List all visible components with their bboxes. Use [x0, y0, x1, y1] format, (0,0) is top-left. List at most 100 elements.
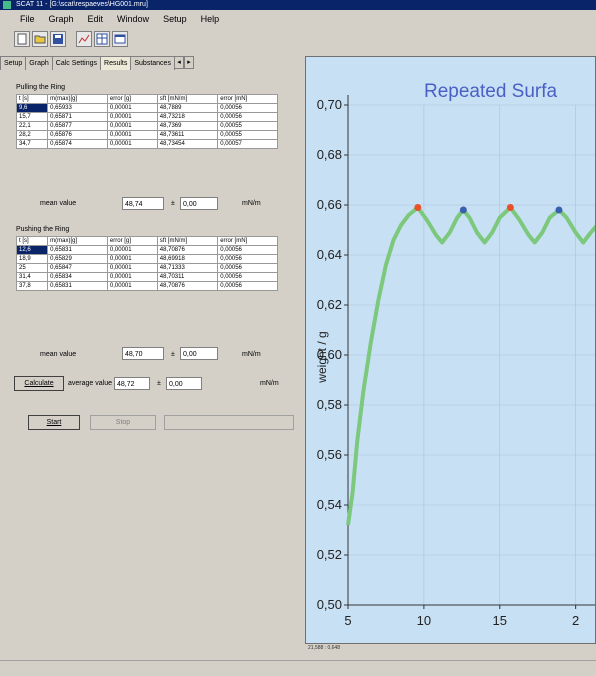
- graph-icon[interactable]: [76, 31, 92, 47]
- x-tick-label: 15: [493, 613, 507, 628]
- pulling-title: Pulling the Ring: [16, 84, 66, 91]
- pushing-error-input[interactable]: 0,00: [180, 347, 218, 360]
- pushing-mean-input[interactable]: 48,70: [122, 347, 164, 360]
- y-axis-label: weight / g: [315, 331, 329, 383]
- table-row[interactable]: 31,4 0,65834 0,00001 48,70311 0,00056: [15, 272, 278, 282]
- pulling-header-cell[interactable]: sft [mN/m]: [156, 94, 219, 104]
- new-file-icon[interactable]: [14, 31, 30, 47]
- table-cell: 0,65874: [47, 139, 108, 149]
- table-cell: 48,7889: [156, 103, 219, 113]
- window-title: SCAT 11 - [G:\scat\respaeves\HG001.mru]: [16, 1, 148, 8]
- table-cell: 48,73454: [156, 139, 219, 149]
- chart-title: Repeated Surfa: [424, 81, 558, 102]
- min-marker: [555, 206, 563, 214]
- menu-file[interactable]: File: [20, 14, 35, 24]
- title-bar: SCAT 11 - [G:\scat\respaeves\HG001.mru]: [0, 0, 596, 10]
- pulling-header-cell[interactable]: error [g]: [106, 94, 158, 104]
- tab-substances[interactable]: Substances: [130, 56, 175, 70]
- table-icon[interactable]: [94, 31, 110, 47]
- table-cell: 48,73611: [156, 130, 219, 140]
- start-button[interactable]: Start: [28, 415, 80, 430]
- table-cell: 15,7: [15, 112, 49, 122]
- pushing-pm: ±: [171, 351, 175, 358]
- weight-chart[interactable]: 0,50 0,52 0,54 0,56 0,58 0,60 0,62 0,64 0,66 0,68…: [306, 57, 596, 644]
- table-row[interactable]: 25 0,65847 0,00001 48,71333 0,00056: [15, 263, 278, 273]
- tab-setup[interactable]: Setup: [0, 56, 27, 70]
- tab-results[interactable]: Results: [100, 56, 132, 70]
- table-row[interactable]: 22,1 0,65877 0,00001 48,7369 0,00055: [15, 121, 278, 131]
- average-error-input[interactable]: 0,00: [166, 377, 202, 390]
- table-cell: 9,6: [15, 103, 49, 113]
- pushing-header-cell[interactable]: error [g]: [106, 236, 158, 246]
- table-cell: 0,65831: [47, 281, 108, 291]
- y-tick-label: 0,60: [317, 347, 342, 362]
- table-cell: 0,00001: [106, 263, 158, 273]
- tab-scroll-left-icon[interactable]: ◂: [173, 56, 184, 69]
- table-cell: 0,65871: [47, 112, 108, 122]
- pulling-mean-input[interactable]: 48,74: [122, 197, 164, 210]
- table-cell: 0,00056: [217, 254, 278, 264]
- pushing-header-cell[interactable]: m(max)[g]: [47, 236, 108, 246]
- table-cell: 0,00056: [217, 245, 278, 255]
- table-cell: 0,00056: [217, 263, 278, 273]
- tab-scroll-right-icon[interactable]: ▸: [183, 56, 194, 69]
- menu-graph[interactable]: Graph: [48, 14, 74, 24]
- tab-graph[interactable]: Graph: [25, 56, 53, 70]
- table-cell: 22,1: [15, 121, 49, 131]
- table-row[interactable]: 15,7 0,65871 0,00001 48,73218 0,00056: [15, 112, 278, 122]
- pulling-error-input[interactable]: 0,00: [180, 197, 218, 210]
- table-row[interactable]: 34,7 0,65874 0,00001 48,73454 0,00057: [15, 139, 278, 149]
- table-cell: 0,00001: [106, 139, 158, 149]
- menu-edit[interactable]: Edit: [87, 14, 104, 24]
- table-row[interactable]: 12,6 0,65831 0,00001 48,70876 0,00056: [15, 245, 278, 255]
- menu-help[interactable]: Help: [200, 14, 220, 24]
- pushing-mean-label: mean value: [40, 351, 77, 358]
- table-cell: 48,7369: [156, 121, 219, 131]
- table-cell: 0,00001: [106, 245, 158, 255]
- data-series-line: [346, 205, 595, 526]
- y-tick-label: 0,70: [317, 97, 342, 112]
- pushing-header-cell[interactable]: sft [mN/m]: [156, 236, 219, 246]
- table-cell: 0,00056: [217, 112, 278, 122]
- min-marker: [459, 206, 467, 214]
- calculate-button[interactable]: Calculate: [14, 376, 64, 391]
- table-cell: 0,00001: [106, 281, 158, 291]
- table-row[interactable]: 37,8 0,65831 0,00001 48,70876 0,00056: [15, 281, 278, 291]
- tab-calc-settings[interactable]: Calc Settings: [51, 56, 102, 70]
- chart-panel[interactable]: 0,50 0,52 0,54 0,56 0,58 0,60 0,62 0,64 0,66 0,68…: [305, 56, 596, 644]
- y-tick-label: 0,52: [317, 547, 342, 562]
- pushing-header-cell[interactable]: t [s]: [15, 236, 49, 246]
- stop-button[interactable]: Stop: [90, 415, 156, 430]
- table-cell: 37,8: [15, 281, 49, 291]
- chart-background: [306, 57, 595, 643]
- table-cell: 0,65877: [47, 121, 108, 131]
- pushing-header-cell[interactable]: error [mN]: [217, 236, 278, 246]
- table-cell: 34,7: [15, 139, 49, 149]
- pulling-header-cell[interactable]: t [s]: [15, 94, 49, 104]
- status-bar: [0, 660, 596, 676]
- window-icon[interactable]: [112, 31, 128, 47]
- average-label: average value: [68, 380, 112, 387]
- menu-setup[interactable]: Setup: [163, 14, 187, 24]
- y-tick-label: 0,68: [317, 147, 342, 162]
- table-row[interactable]: 28,2 0,65876 0,00001 48,73611 0,00055: [15, 130, 278, 140]
- table-row[interactable]: 9,6 0,65933 0,00001 48,7889 0,00056: [15, 103, 278, 113]
- pulling-header-cell[interactable]: error [mN]: [217, 94, 278, 104]
- table-cell: 0,00057: [217, 139, 278, 149]
- coordinate-readout: 21,588 : 0,648: [308, 645, 340, 651]
- table-cell: 31,4: [15, 272, 49, 282]
- y-tick-label: 0,66: [317, 197, 342, 212]
- table-cell: 25: [15, 263, 49, 273]
- y-tick-label: 0,62: [317, 297, 342, 312]
- pushing-table: t [s] m(max)[g] error [g] sft [mN/m] error […: [15, 236, 278, 291]
- x-tick-label: 2: [572, 613, 579, 628]
- menu-window[interactable]: Window: [117, 14, 150, 24]
- average-input[interactable]: 48,72: [114, 377, 150, 390]
- y-tick-label: 0,58: [317, 397, 342, 412]
- pushing-unit: mN/m: [242, 351, 261, 358]
- table-row[interactable]: 18,9 0,65829 0,00001 48,69918 0,00056: [15, 254, 278, 264]
- save-icon[interactable]: [50, 31, 66, 47]
- open-file-icon[interactable]: [32, 31, 48, 47]
- pulling-header-cell[interactable]: m(max)[g]: [47, 94, 108, 104]
- table-cell: 0,65876: [47, 130, 108, 140]
